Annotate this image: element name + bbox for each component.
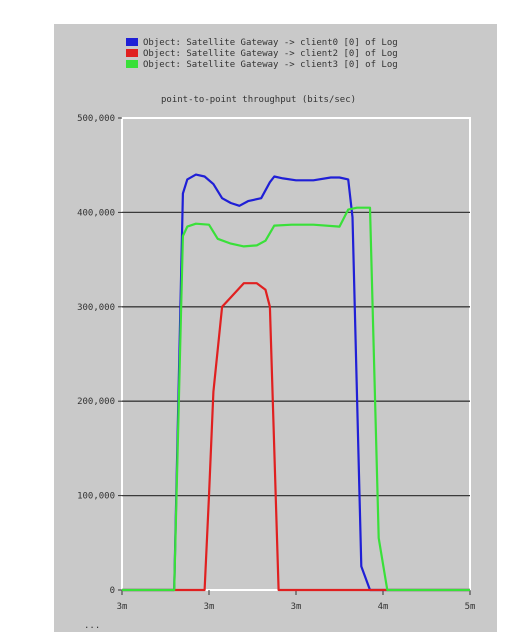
legend: Object: Satellite Gateway -> client0 [0]… — [126, 38, 398, 70]
chart-svg: Object: Satellite Gateway -> client0 [0]… — [77, 38, 476, 631]
y-tick-label: 0 — [110, 586, 115, 596]
y-axis: 0 100,000 200,000 300,000 400,000 500,000 — [77, 114, 122, 596]
plot-area — [121, 117, 471, 591]
x-tick-label: 3m — [291, 602, 302, 612]
y-tick-label: 300,000 — [77, 303, 115, 313]
legend-swatch — [126, 49, 138, 57]
chart-title: point-to-point throughput (bits/sec) — [161, 95, 356, 105]
legend-swatch — [126, 38, 138, 46]
x-tick-label: 3m — [117, 602, 128, 612]
x-axis-overflow-label: ... — [84, 621, 100, 631]
legend-label: Object: Satellite Gateway -> client3 [0]… — [143, 60, 398, 70]
series-line-3 — [122, 206, 470, 592]
series-line-1 — [122, 173, 470, 592]
legend-swatch — [126, 60, 138, 68]
y-tick-label: 100,000 — [77, 492, 115, 502]
legend-label: Object: Satellite Gateway -> client2 [0]… — [143, 49, 398, 59]
series-line-2 — [122, 282, 470, 592]
series-group — [122, 173, 470, 592]
x-tick-label: 4m — [378, 602, 389, 612]
y-tick-label: 500,000 — [77, 114, 115, 124]
x-tick-label: 3m — [204, 602, 215, 612]
y-tick-label: 400,000 — [77, 208, 115, 218]
chart-panel: Object: Satellite Gateway -> client0 [0]… — [54, 24, 497, 632]
x-axis: 3m 3m 3m 4m 5m — [117, 590, 476, 612]
x-tick-label: 5m — [465, 602, 476, 612]
y-tick-label: 200,000 — [77, 397, 115, 407]
legend-label: Object: Satellite Gateway -> client0 [0]… — [143, 38, 398, 48]
